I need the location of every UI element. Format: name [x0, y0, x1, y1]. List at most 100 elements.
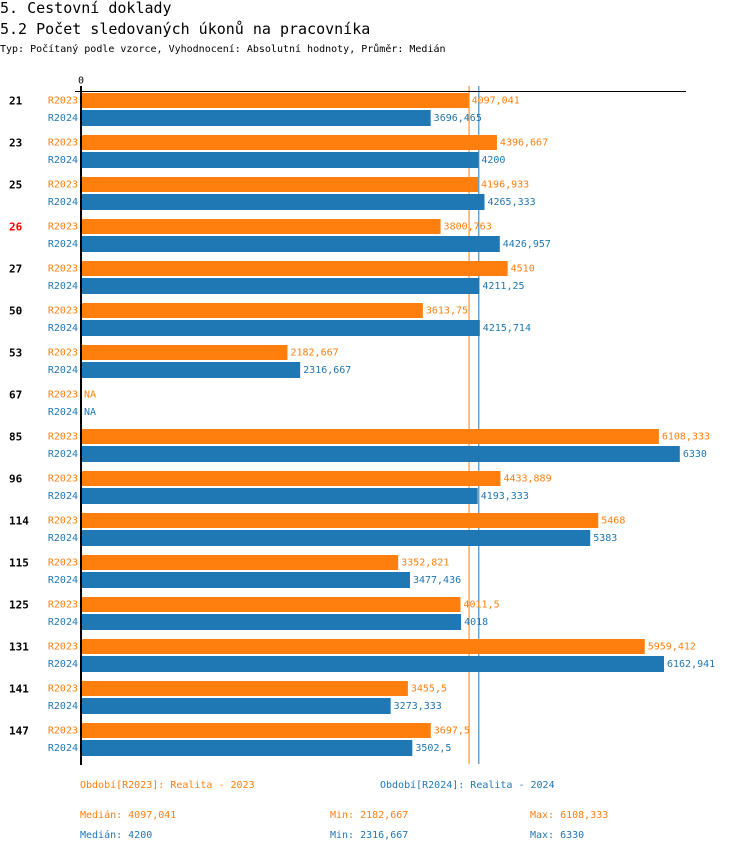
category-label: 26	[9, 221, 23, 234]
series-label-r2024: R2024	[48, 491, 78, 502]
category-label: 125	[9, 599, 29, 612]
bar-r2023	[82, 345, 288, 360]
value-label: 2316,667	[303, 365, 351, 376]
x-tick-label: 0	[78, 76, 84, 87]
value-label: 4215,714	[483, 323, 531, 334]
series-label-r2024: R2024	[48, 617, 78, 628]
value-label: 3613,75	[426, 306, 468, 317]
category-label: 131	[9, 641, 29, 654]
bar-r2023	[82, 723, 431, 738]
value-label: 4196,933	[481, 180, 529, 191]
bar-r2023	[82, 639, 645, 654]
bar-r2023	[82, 177, 479, 192]
bar-r2023	[82, 471, 501, 486]
series-label-r2024: R2024	[48, 365, 78, 376]
series-label-r2024: R2024	[48, 323, 78, 334]
value-label: 6108,333	[662, 432, 710, 443]
bar-r2024	[82, 446, 680, 462]
series-label-r2023: R2023	[48, 138, 78, 149]
series-label-r2024: R2024	[48, 407, 78, 418]
category-label: 21	[9, 95, 23, 108]
series-label-r2024: R2024	[48, 449, 78, 460]
category-label: 50	[9, 305, 22, 318]
bar-r2024	[82, 110, 431, 126]
chart-meta: Typ: Počítaný podle vzorce, Vyhodnocení:…	[0, 44, 446, 55]
series-label-r2023: R2023	[48, 306, 78, 317]
series-label-r2024: R2024	[48, 533, 78, 544]
category-label: 85	[9, 431, 22, 444]
category-label: 96	[9, 473, 23, 486]
value-label: 4193,333	[481, 491, 529, 502]
category-label: 141	[9, 683, 29, 696]
bar-r2024	[82, 236, 500, 252]
series-label-r2023: R2023	[48, 558, 78, 569]
value-label: 3697,5	[434, 726, 470, 737]
bar-r2024	[82, 488, 478, 504]
max-r2024: Max: 6330	[530, 830, 585, 841]
series-label-r2024: R2024	[48, 239, 78, 250]
min-r2023: Min: 2182,667	[330, 810, 409, 821]
y-axis-line	[80, 86, 82, 765]
value-label: 4211,25	[482, 281, 524, 292]
series-label-r2023: R2023	[48, 684, 78, 695]
median-r2023: Medián: 4097,041	[80, 810, 177, 821]
series-label-r2023: R2023	[48, 390, 78, 401]
chart-subtitle: 5.2 Počet sledovaných úkonů na pracovník…	[0, 20, 371, 38]
series-label-r2023: R2023	[48, 516, 78, 527]
bar-r2023	[82, 135, 497, 150]
series-label-r2024: R2024	[48, 113, 78, 124]
legend-r2024: Období[R2024]: Realita - 2024	[380, 780, 555, 791]
legend-r2023: Období[R2023]: Realita - 2023	[80, 780, 255, 791]
value-label: 3273,333	[394, 701, 442, 712]
bar-r2024	[82, 572, 410, 588]
category-label: 114	[9, 515, 29, 528]
max-r2023: Max: 6108,333	[530, 810, 609, 821]
bar-r2023	[82, 513, 599, 528]
series-label-r2023: R2023	[48, 642, 78, 653]
value-label: 4510	[511, 264, 535, 275]
bar-r2024	[82, 194, 485, 210]
series-label-r2023: R2023	[48, 180, 78, 191]
bar-r2024	[82, 614, 462, 630]
value-label: 3502,5	[415, 743, 451, 754]
bar-r2023	[82, 429, 659, 444]
bar-r2024	[82, 320, 480, 336]
value-label: 4018	[464, 617, 488, 628]
value-label: 6330	[683, 449, 707, 460]
value-label: 4097,041	[472, 96, 520, 107]
series-label-r2023: R2023	[48, 432, 78, 443]
value-label: 6162,941	[667, 659, 715, 670]
series-label-r2023: R2023	[48, 96, 78, 107]
series-label-r2024: R2024	[48, 575, 78, 586]
na-label: NA	[84, 390, 96, 401]
value-label: 2182,667	[290, 348, 338, 359]
bar-r2024	[82, 740, 413, 756]
value-label: 3455,5	[411, 684, 447, 695]
series-label-r2023: R2023	[48, 348, 78, 359]
min-r2024: Min: 2316,667	[330, 830, 409, 841]
value-label: 4011,5	[463, 600, 499, 611]
bar-r2023	[82, 93, 469, 108]
page-title: 5. Cestovní doklady	[0, 0, 172, 17]
series-label-r2023: R2023	[48, 264, 78, 275]
value-label: 5959,412	[648, 642, 696, 653]
bar-r2024	[82, 530, 591, 546]
bar-r2024	[82, 698, 391, 714]
x-axis-line	[75, 91, 686, 92]
value-label: 4433,889	[503, 474, 551, 485]
median-r2024: Medián: 4200	[80, 830, 153, 841]
category-label: 53	[9, 347, 22, 360]
category-label: 147	[9, 725, 29, 738]
value-label: 3477,436	[413, 575, 461, 586]
category-label: 115	[9, 557, 29, 570]
bar-r2024	[82, 656, 665, 672]
value-label: 5468	[601, 516, 625, 527]
bar-r2023	[82, 261, 508, 276]
series-label-r2024: R2024	[48, 281, 78, 292]
category-label: 67	[9, 389, 22, 402]
category-label: 25	[9, 179, 22, 192]
bar-r2024	[82, 152, 479, 168]
bar-r2023	[82, 597, 461, 612]
bar-r2023	[82, 681, 408, 696]
bar-r2024	[82, 362, 301, 378]
